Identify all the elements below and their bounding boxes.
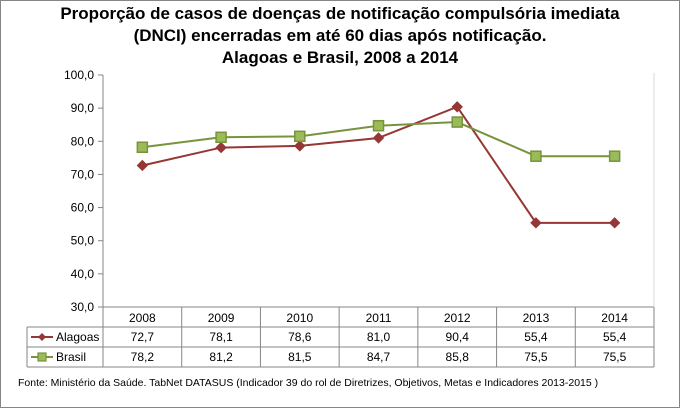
data-point-alagoas xyxy=(294,140,306,152)
data-point-brasil xyxy=(530,150,542,162)
y-tick-label: 80,0 xyxy=(71,134,95,148)
data-point-brasil xyxy=(372,119,385,132)
y-tick-label: 70,0 xyxy=(71,167,95,181)
data-point-brasil xyxy=(608,150,621,162)
y-tick-label: 40,0 xyxy=(71,267,95,281)
table-value-cell: 90,4 xyxy=(446,330,470,344)
table-value-cell: 78,6 xyxy=(288,330,312,344)
table-value-cell: 55,4 xyxy=(524,330,548,344)
table-value-cell: 75,5 xyxy=(524,350,548,364)
table-value-cell: 78,1 xyxy=(209,330,233,344)
data-point-alagoas xyxy=(451,101,463,113)
table-value-cell: 84,7 xyxy=(367,350,391,364)
table-value-cell: 55,4 xyxy=(603,330,627,344)
legend-label: Alagoas xyxy=(56,330,99,344)
y-tick-label: 60,0 xyxy=(71,201,95,215)
legend-diamond-icon xyxy=(38,333,46,341)
data-point-brasil xyxy=(294,130,306,143)
data-point-brasil xyxy=(136,141,149,154)
table-value-cell: 85,8 xyxy=(446,350,470,364)
y-tick-label: 90,0 xyxy=(71,101,95,115)
x-category-label: 2008 xyxy=(129,311,156,325)
data-point-brasil xyxy=(451,116,463,128)
x-category-label: 2010 xyxy=(286,311,313,325)
chart-title: Proporção de casos de doenças de notific… xyxy=(0,3,680,69)
y-tick-label: 50,0 xyxy=(71,234,95,248)
source-note: Fonte: Ministério da Saúde. TabNet DATAS… xyxy=(18,377,599,389)
x-category-label: 2013 xyxy=(523,311,550,325)
data-point-brasil xyxy=(215,131,227,144)
data-point-alagoas xyxy=(372,132,385,144)
legend-label: Brasil xyxy=(56,350,86,364)
table-value-cell: 75,5 xyxy=(603,350,627,364)
x-category-label: 2014 xyxy=(601,311,628,325)
title-line-2: (DNCI) encerradas em até 60 dias após no… xyxy=(133,26,547,45)
table-value-cell: 78,2 xyxy=(131,350,155,364)
data-point-alagoas xyxy=(530,217,542,229)
y-tick-label: 30,0 xyxy=(71,300,95,314)
title-line-3: Alagoas e Brasil, 2008 a 2014 xyxy=(221,48,459,67)
table-value-cell: 81,5 xyxy=(288,350,312,364)
data-point-alagoas xyxy=(136,159,149,172)
table-value-cell: 72,7 xyxy=(131,330,155,344)
data-point-alagoas xyxy=(215,141,227,154)
table-value-cell: 81,2 xyxy=(209,350,233,364)
table-value-cell: 81,0 xyxy=(367,330,391,344)
title-line-1: Proporção de casos de doenças de notific… xyxy=(60,4,620,23)
x-category-label: 2009 xyxy=(208,311,235,325)
y-tick-label: 100,0 xyxy=(64,68,94,82)
x-category-label: 2012 xyxy=(444,311,471,325)
legend-square-icon xyxy=(37,352,47,362)
data-point-alagoas xyxy=(608,217,621,229)
x-category-label: 2011 xyxy=(366,311,392,325)
